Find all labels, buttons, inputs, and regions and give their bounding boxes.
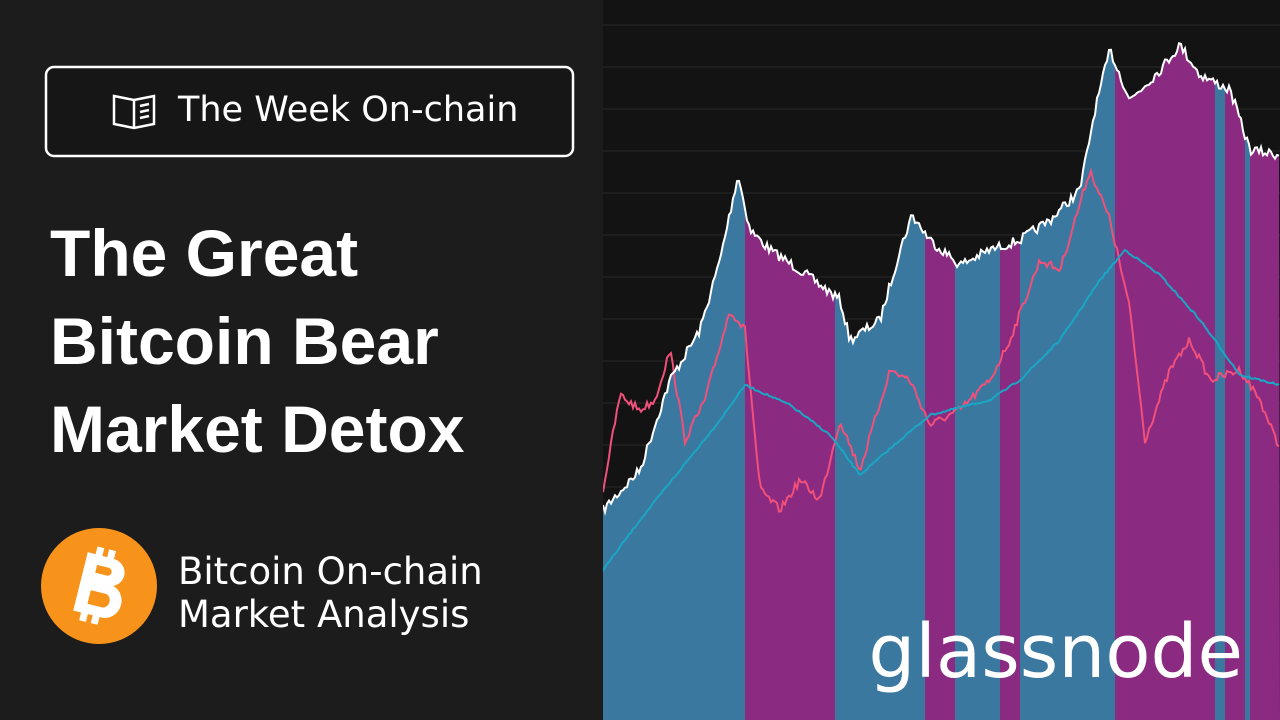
moving-average-line [603,248,1280,572]
title-line: Market Detox [50,392,465,466]
band [1225,43,1245,720]
book-icon [112,94,156,130]
title-line: The Great [50,216,358,290]
title-line: Bitcoin Bear [50,304,439,378]
bitcoin-icon [41,528,157,644]
badge-frame [44,65,575,158]
chart-panel [603,0,1280,720]
band [1215,43,1225,720]
badge-label: The Week On-chain [177,90,518,130]
price-line [603,42,1280,516]
brand-logo: glassnode [868,609,1243,695]
subtitle-line: Market Analysis [178,593,469,636]
oscillator-line [603,167,1280,513]
subtitle-line: Bitcoin On-chain [178,550,483,593]
